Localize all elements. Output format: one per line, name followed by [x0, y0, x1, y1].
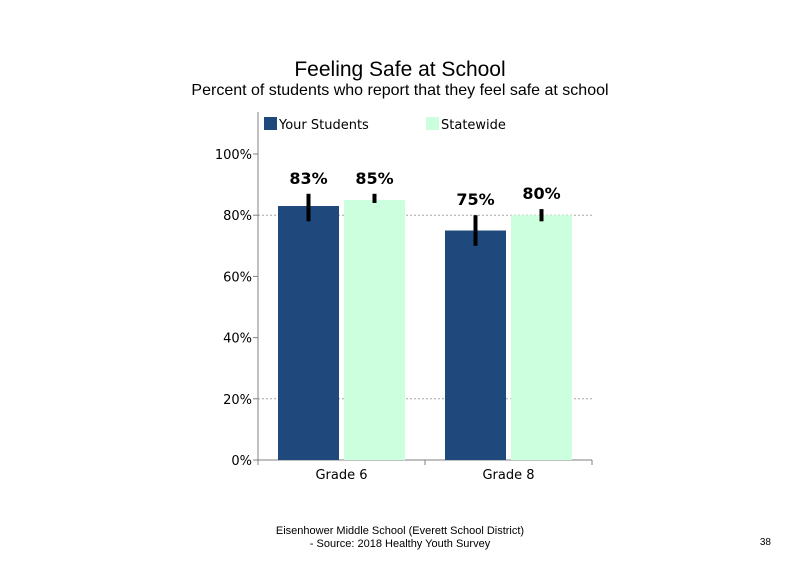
- page-number: 38: [759, 537, 771, 548]
- bar-statewide-grade-8: [511, 215, 572, 460]
- y-tick-label: 20%: [223, 393, 252, 408]
- bar-statewide-grade-6: [344, 199, 405, 460]
- y-tick-label: 80%: [223, 209, 252, 224]
- footer-school: Eisenhower Middle School (Everett School…: [275, 525, 525, 537]
- x-tick-label: Grade 8: [482, 468, 534, 483]
- x-tick-label: Grade 6: [315, 468, 367, 483]
- legend-label: Statewide: [441, 118, 506, 133]
- data-label: 85%: [355, 169, 393, 188]
- legend-swatch-your-students: [264, 117, 277, 130]
- bar-your-students-grade-8: [445, 230, 506, 460]
- data-label: 80%: [522, 184, 560, 203]
- y-tick-label: 60%: [223, 270, 252, 285]
- chart-title: Feeling Safe at School: [294, 58, 506, 81]
- chart-subtitle: Percent of students who report that they…: [191, 82, 609, 99]
- footer-source: Eisenhower Middle School (Everett School…: [200, 525, 600, 551]
- y-tick-label: 0%: [231, 454, 252, 469]
- y-tick-label: 100%: [215, 148, 252, 163]
- y-tick-label: 40%: [223, 332, 252, 347]
- legend-swatch-statewide: [426, 117, 439, 130]
- legend-label: Your Students: [278, 118, 369, 133]
- data-label: 83%: [289, 169, 327, 188]
- footer-survey-source: - Source: 2018 Healthy Youth Survey: [309, 538, 491, 550]
- bar-your-students-grade-6: [278, 206, 339, 460]
- data-label: 75%: [456, 190, 494, 209]
